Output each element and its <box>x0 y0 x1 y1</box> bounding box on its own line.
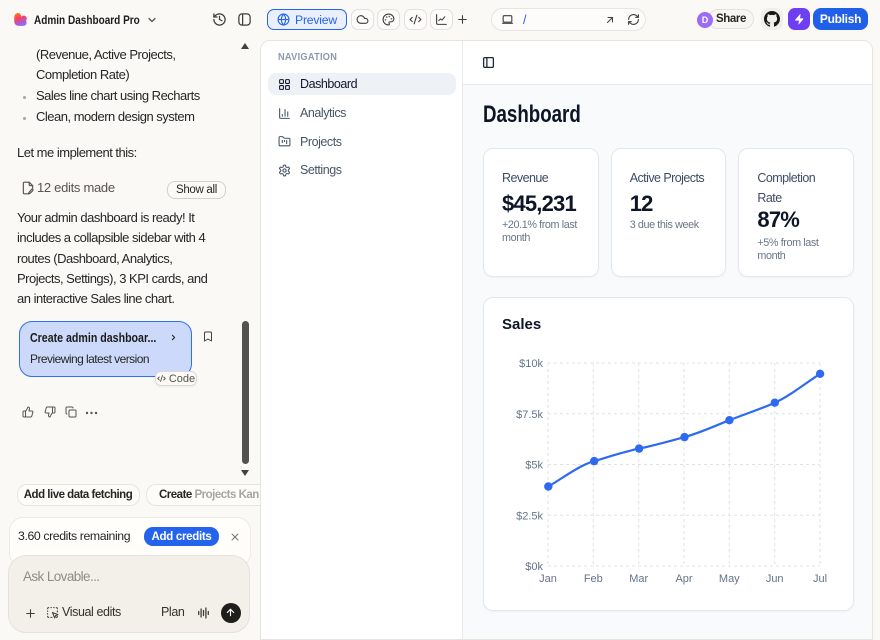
svg-text:Jul: Jul <box>813 573 827 585</box>
svg-text:Jan: Jan <box>539 573 557 585</box>
svg-text:$0k: $0k <box>525 561 543 573</box>
svg-text:May: May <box>719 573 740 585</box>
svg-text:$2.5k: $2.5k <box>516 510 543 522</box>
svg-text:Jun: Jun <box>766 573 784 585</box>
svg-text:$5k: $5k <box>525 460 543 472</box>
svg-text:Apr: Apr <box>675 573 692 585</box>
svg-text:Feb: Feb <box>584 573 603 585</box>
svg-text:$10k: $10k <box>519 358 543 370</box>
svg-text:Mar: Mar <box>629 573 648 585</box>
svg-text:$7.5k: $7.5k <box>516 409 543 421</box>
